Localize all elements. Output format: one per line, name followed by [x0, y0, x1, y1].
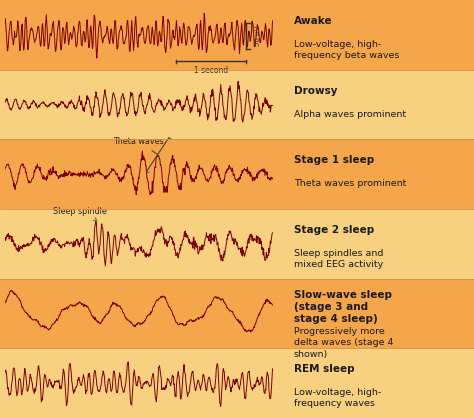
Text: Theta waves prominent: Theta waves prominent	[294, 179, 406, 188]
Text: Theta waves: Theta waves	[113, 138, 171, 173]
Text: Progressively more
delta waves (stage 4
shown): Progressively more delta waves (stage 4 …	[294, 327, 393, 359]
Text: Slow-wave sleep
(stage 3 and
stage 4 sleep): Slow-wave sleep (stage 3 and stage 4 sle…	[294, 290, 392, 324]
Text: REM sleep: REM sleep	[294, 364, 355, 374]
Text: 1 second: 1 second	[194, 66, 228, 75]
Text: Drowsy: Drowsy	[294, 86, 337, 96]
Text: Sleep spindles and
mixed EEG activity: Sleep spindles and mixed EEG activity	[294, 249, 383, 269]
Text: Low-voltage, high-
frequency beta waves: Low-voltage, high- frequency beta waves	[294, 40, 399, 60]
Text: Stage 2 sleep: Stage 2 sleep	[294, 225, 374, 235]
Text: Alpha waves prominent: Alpha waves prominent	[294, 110, 406, 119]
Text: Awake: Awake	[294, 16, 332, 26]
Text: Stage 1 sleep: Stage 1 sleep	[294, 155, 374, 165]
Text: Sleep spindle: Sleep spindle	[53, 207, 107, 221]
Text: Low-voltage, high-
frequency waves: Low-voltage, high- frequency waves	[294, 388, 381, 408]
Text: 50 µV: 50 µV	[255, 26, 261, 46]
